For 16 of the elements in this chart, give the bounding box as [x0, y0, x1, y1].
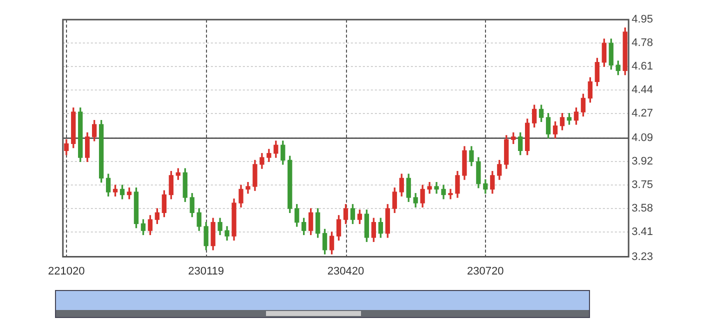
y-tick-label: 3.92	[632, 156, 654, 168]
y-tick-label: 4.78	[632, 37, 654, 50]
y-tick-label: 3.23	[632, 250, 654, 263]
y-tick-label: 3.75	[632, 179, 654, 192]
y-tick-label: 4.44	[632, 84, 654, 96]
y-tick-label: 4.09	[632, 132, 654, 144]
y-tick-label: 4.27	[632, 107, 654, 120]
x-tick-label: 221020	[48, 265, 85, 278]
candlestick	[448, 188, 453, 200]
x-tick-label: 230420	[327, 265, 364, 278]
y-tick-label: 4.95	[632, 14, 654, 26]
x-tick-label: 230119	[188, 265, 224, 278]
y-tick-label: 3.41	[632, 226, 654, 238]
y-tick-label: 3.58	[632, 202, 654, 215]
x-tick-label: 230720	[467, 265, 504, 278]
y-tick-label: 4.61	[632, 60, 654, 73]
